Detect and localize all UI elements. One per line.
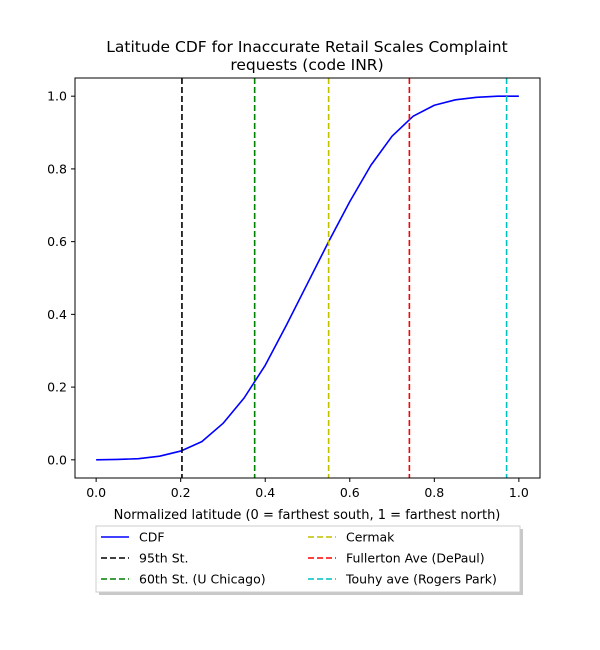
y-tick-label-5: 1.0 bbox=[47, 89, 67, 104]
chart-title-line-1: Latitude CDF for Inaccurate Retail Scale… bbox=[106, 38, 507, 56]
legend-label-3: Cermak bbox=[346, 530, 395, 545]
x-tick-label-1: 0.2 bbox=[171, 485, 191, 500]
y-tick-label-2: 0.4 bbox=[47, 307, 67, 322]
legend-label-0: CDF bbox=[139, 530, 165, 545]
x-tick-label-2: 0.4 bbox=[255, 485, 275, 500]
legend-label-4: Fullerton Ave (DePaul) bbox=[346, 551, 485, 566]
series-line-0 bbox=[96, 95, 519, 461]
plot-area-frame bbox=[74, 77, 541, 479]
x-axis-label: Normalized latitude (0 = farthest south,… bbox=[114, 508, 501, 523]
x-tick-label-4: 0.8 bbox=[424, 485, 444, 500]
chart-title-line-2: requests (code INR) bbox=[230, 56, 383, 74]
y-tick-label-4: 0.8 bbox=[47, 161, 67, 176]
y-tick-label-1: 0.2 bbox=[47, 380, 67, 395]
legend-label-2: 60th St. (U Chicago) bbox=[139, 572, 266, 587]
legend: CDF 95th St. 60th St. (U Chicago) Cermak Ful… bbox=[95, 525, 523, 595]
legend-label-5: Touhy ave (Rogers Park) bbox=[345, 572, 497, 587]
y-tick-label-3: 0.6 bbox=[47, 234, 67, 249]
x-tick-label-5: 1.0 bbox=[509, 485, 529, 500]
x-tick-label-3: 0.6 bbox=[340, 485, 360, 500]
y-tick-label-0: 0.0 bbox=[47, 452, 67, 467]
legend-label-1: 95th St. bbox=[139, 551, 189, 566]
x-tick-label-0: 0.0 bbox=[86, 485, 106, 500]
